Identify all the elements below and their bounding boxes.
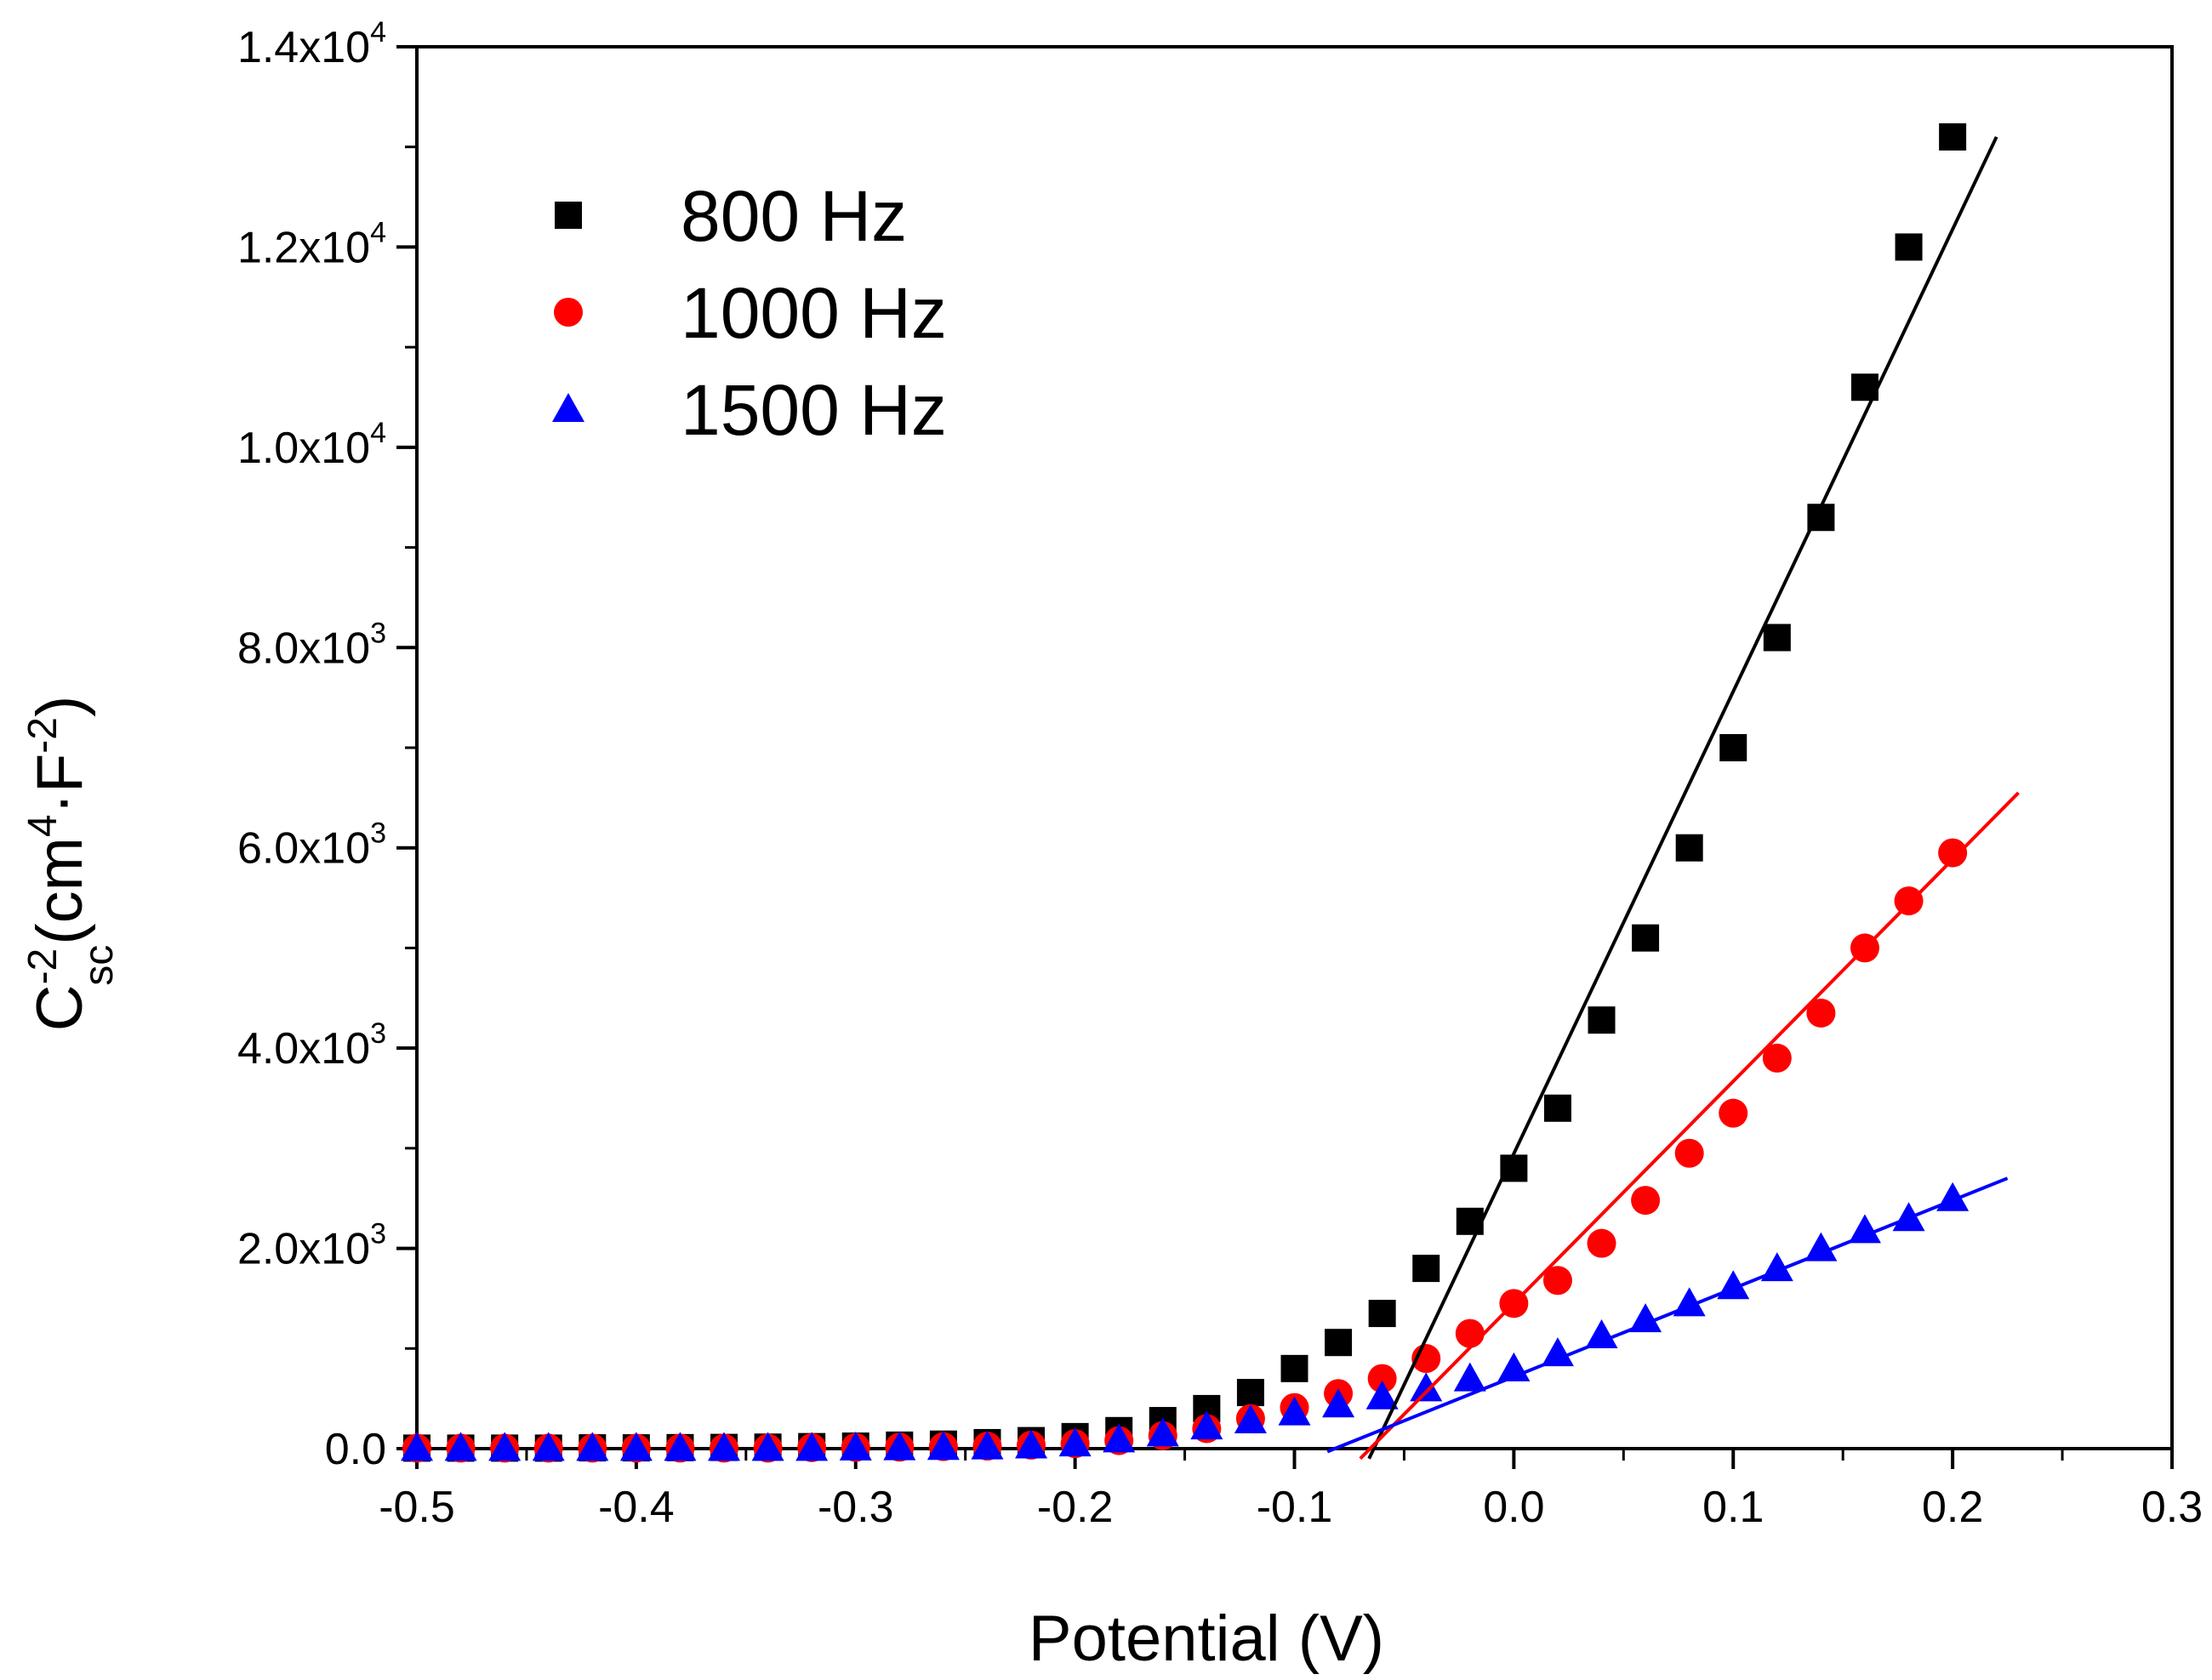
y-tick-label: 1.0x104 [237, 417, 386, 473]
fit-line [1367, 136, 1998, 1460]
data-point [1103, 1423, 1136, 1453]
data-point [1325, 1329, 1353, 1357]
data-point [1719, 1098, 1748, 1128]
data-point [926, 1431, 960, 1461]
legend: 800 Hz 1000 Hz 1500 Hz [552, 176, 947, 450]
data-point [795, 1432, 829, 1461]
data-point [1719, 734, 1747, 761]
y-tick-label: 1.2x104 [237, 216, 386, 272]
data-point [1455, 1318, 1485, 1348]
data-point [576, 1432, 609, 1461]
data-point [751, 1432, 784, 1461]
data-point [1585, 1318, 1618, 1348]
data-point [1453, 1362, 1486, 1392]
data-point [1588, 1006, 1616, 1034]
data-point [883, 1431, 916, 1461]
y-tick-label: 6.0x103 [237, 817, 386, 874]
x-tick-label: -0.1 [1257, 1483, 1333, 1532]
data-point [1674, 1138, 1704, 1168]
data-point [444, 1432, 477, 1461]
y-tick-label: 8.0x103 [237, 617, 386, 673]
data-point [1631, 1186, 1661, 1216]
fit-line [1326, 1176, 2009, 1454]
data-point [1629, 1303, 1662, 1333]
data-point [1058, 1427, 1092, 1457]
x-tick-label: -0.3 [818, 1483, 894, 1532]
series-1500-hz [401, 1182, 1970, 1461]
x-tick-label: 0.3 [2141, 1483, 2203, 1532]
data-point [488, 1432, 522, 1461]
y-tick-label: 0.0 [325, 1425, 386, 1474]
data-point [401, 1432, 433, 1461]
y-tick-label: 4.0x103 [237, 1017, 386, 1073]
data-point [1541, 1337, 1574, 1367]
data-point [1894, 886, 1924, 916]
data-point [664, 1432, 697, 1461]
legend-marker [555, 202, 582, 229]
x-axis-title: Potential (V) [1029, 1603, 1384, 1675]
data-point [1500, 1154, 1528, 1182]
y-tick-label: 1.4x104 [237, 16, 386, 72]
series-1000-hz [402, 838, 1968, 1463]
x-axis: -0.5 -0.4 -0.3 -0.2 -0.1 0.0 0.1 0.2 0.3 [379, 1449, 2203, 1532]
data-point [1412, 1255, 1440, 1283]
x-tick-label: 0.2 [1922, 1483, 1983, 1532]
data-point [1280, 1354, 1308, 1382]
data-point [1456, 1207, 1484, 1235]
data-point [971, 1430, 1004, 1460]
legend-marker [554, 298, 583, 327]
data-point [1368, 1300, 1396, 1328]
data-point [1190, 1410, 1223, 1440]
x-tick-label: -0.2 [1037, 1483, 1114, 1532]
data-point [1365, 1380, 1399, 1409]
series-800-hz [403, 122, 1967, 1462]
data-point [1410, 1372, 1443, 1402]
data-point [1762, 1043, 1792, 1073]
legend-marker [552, 393, 584, 422]
data-point [1234, 1404, 1267, 1434]
data-point [839, 1431, 872, 1461]
data-point [1804, 1232, 1838, 1261]
y-axis: 0.0 2.0x103 4.0x103 6.0x103 8.0x103 1.0x104 1.… [237, 16, 417, 1474]
data-point [1367, 1364, 1397, 1393]
data-point [1146, 1417, 1179, 1447]
data-series [401, 122, 2020, 1463]
data-point [1543, 1094, 1571, 1122]
data-point [1587, 1228, 1616, 1258]
data-point [1806, 998, 1836, 1028]
legend-label: 1500 Hz [681, 370, 947, 450]
fit-line [1359, 791, 2020, 1461]
x-tick-label: 0.1 [1702, 1483, 1764, 1532]
data-point [1278, 1396, 1311, 1426]
data-point [1938, 838, 1968, 868]
data-point [1675, 834, 1703, 862]
data-point [619, 1432, 653, 1461]
y-axis-title: C-2 sc(cm4·F-2) [20, 696, 122, 1032]
data-point [1895, 233, 1923, 261]
legend-label: 1000 Hz [681, 273, 947, 353]
data-point [1848, 1214, 1881, 1244]
data-point [1015, 1429, 1048, 1459]
x-tick-label: 0.0 [1483, 1483, 1544, 1532]
data-point [1939, 122, 1967, 151]
data-point [708, 1432, 741, 1461]
data-point [1632, 924, 1660, 952]
x-tick-label: -0.4 [598, 1483, 675, 1532]
data-point [1322, 1388, 1355, 1418]
y-tick-label: 2.0x103 [237, 1218, 386, 1274]
data-point [1236, 1379, 1264, 1407]
legend-label: 800 Hz [681, 176, 907, 256]
data-point [1542, 1266, 1572, 1296]
x-tick-label: -0.5 [379, 1483, 455, 1532]
data-point [1763, 624, 1791, 652]
data-point [532, 1432, 565, 1461]
